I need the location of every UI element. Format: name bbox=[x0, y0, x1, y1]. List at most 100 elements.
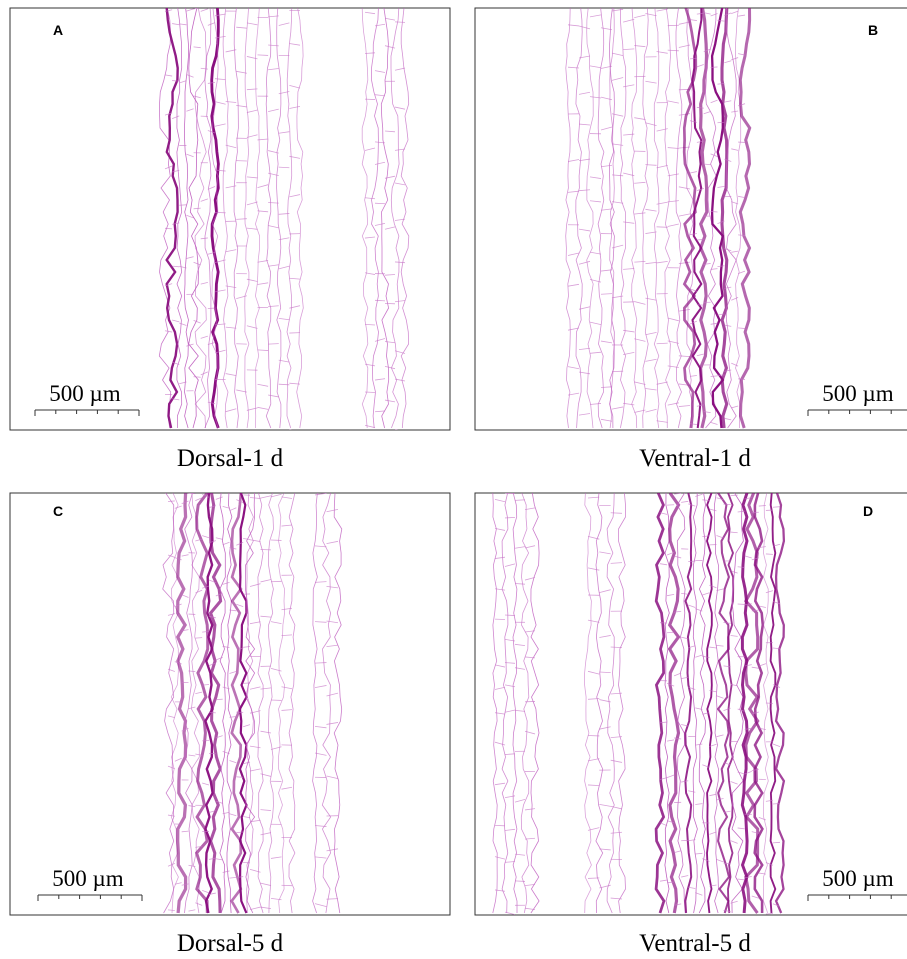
cross-wall bbox=[599, 671, 611, 674]
cross-wall bbox=[364, 272, 376, 275]
cross-wall bbox=[364, 147, 376, 151]
cross-wall bbox=[737, 270, 746, 275]
cross-wall bbox=[167, 613, 175, 616]
cross-wall bbox=[710, 211, 718, 213]
cross-wall bbox=[667, 402, 679, 406]
cross-wall bbox=[659, 563, 668, 566]
cell-wall bbox=[371, 8, 379, 429]
cross-wall bbox=[208, 857, 216, 860]
cross-wall bbox=[645, 408, 657, 413]
cross-wall bbox=[268, 15, 279, 18]
cross-wall bbox=[589, 278, 602, 283]
cross-wall bbox=[731, 57, 739, 61]
cross-wall bbox=[374, 338, 386, 342]
cross-wall bbox=[326, 508, 339, 513]
cross-wall bbox=[737, 708, 745, 712]
cross-wall bbox=[578, 25, 591, 30]
cell-wall bbox=[361, 8, 369, 429]
cross-wall bbox=[674, 903, 682, 906]
cross-wall bbox=[257, 260, 269, 263]
cross-wall bbox=[278, 131, 290, 134]
cross-wall bbox=[730, 781, 738, 785]
cross-wall bbox=[723, 503, 731, 506]
cross-wall bbox=[374, 70, 386, 73]
cross-wall bbox=[723, 665, 731, 668]
cross-wall bbox=[737, 878, 745, 881]
cross-wall bbox=[164, 74, 173, 77]
cross-wall bbox=[249, 710, 261, 714]
cross-wall bbox=[504, 684, 516, 688]
cross-wall bbox=[215, 858, 223, 861]
cross-wall bbox=[599, 589, 611, 594]
cross-wall bbox=[737, 827, 745, 830]
cross-wall bbox=[281, 634, 293, 637]
cross-wall bbox=[289, 305, 301, 309]
cross-wall bbox=[599, 699, 611, 703]
cross-wall bbox=[724, 417, 732, 421]
cross-wall bbox=[215, 800, 223, 804]
cross-wall bbox=[229, 609, 237, 612]
cross-wall bbox=[394, 67, 406, 71]
panel-label: C bbox=[53, 503, 63, 519]
cross-wall bbox=[246, 407, 258, 411]
cell-wall bbox=[492, 493, 498, 914]
cell-wall bbox=[698, 493, 706, 914]
cross-wall bbox=[494, 741, 506, 746]
cross-wall bbox=[731, 250, 739, 253]
cell-wall bbox=[268, 493, 274, 914]
cross-wall bbox=[689, 171, 697, 174]
cross-wall bbox=[181, 594, 189, 598]
cross-wall bbox=[710, 322, 718, 325]
cross-wall bbox=[611, 143, 624, 146]
cell-wall bbox=[194, 493, 210, 914]
cell-wall bbox=[738, 8, 752, 429]
cross-wall bbox=[681, 875, 689, 878]
cross-wall bbox=[524, 837, 536, 840]
cross-wall bbox=[589, 321, 602, 325]
cross-wall bbox=[208, 579, 216, 583]
cell-wall bbox=[512, 493, 518, 913]
cross-wall bbox=[667, 317, 679, 322]
cross-wall bbox=[246, 22, 258, 26]
cross-wall bbox=[611, 174, 624, 177]
cross-wall bbox=[716, 695, 724, 699]
cross-wall bbox=[188, 805, 196, 808]
cross-wall bbox=[494, 782, 506, 786]
scale-bar-label: 500 µm bbox=[49, 381, 121, 406]
cross-wall bbox=[578, 306, 591, 310]
cross-wall bbox=[208, 540, 216, 544]
cross-wall bbox=[758, 817, 767, 821]
cross-wall bbox=[744, 664, 752, 667]
cross-wall bbox=[374, 141, 386, 144]
cross-wall bbox=[695, 608, 703, 612]
cross-wall bbox=[772, 903, 781, 907]
cross-wall bbox=[681, 593, 689, 595]
cross-wall bbox=[229, 716, 237, 718]
cross-wall bbox=[246, 134, 258, 138]
cross-wall bbox=[172, 115, 180, 119]
cross-wall bbox=[281, 786, 293, 790]
cross-wall bbox=[623, 351, 635, 356]
cross-wall bbox=[600, 269, 613, 272]
cross-wall bbox=[249, 768, 261, 772]
cross-wall bbox=[610, 736, 623, 739]
cross-wall bbox=[567, 66, 580, 69]
cross-wall bbox=[200, 67, 208, 70]
cross-wall bbox=[374, 161, 386, 165]
cross-wall bbox=[394, 378, 406, 382]
cross-wall bbox=[364, 236, 376, 239]
cross-wall bbox=[723, 761, 731, 766]
cross-wall bbox=[696, 353, 704, 357]
cross-wall bbox=[702, 764, 710, 768]
cell-wall bbox=[691, 8, 703, 429]
cross-wall bbox=[249, 745, 261, 749]
cross-wall bbox=[200, 237, 208, 240]
cross-wall bbox=[202, 494, 210, 498]
cross-wall bbox=[504, 614, 516, 616]
cross-wall bbox=[695, 707, 703, 710]
panel-caption: Dorsal-5 d bbox=[177, 930, 284, 957]
cross-wall bbox=[200, 8, 208, 12]
cross-wall bbox=[751, 557, 759, 561]
cross-wall bbox=[656, 261, 668, 264]
cell-wall bbox=[606, 493, 615, 914]
